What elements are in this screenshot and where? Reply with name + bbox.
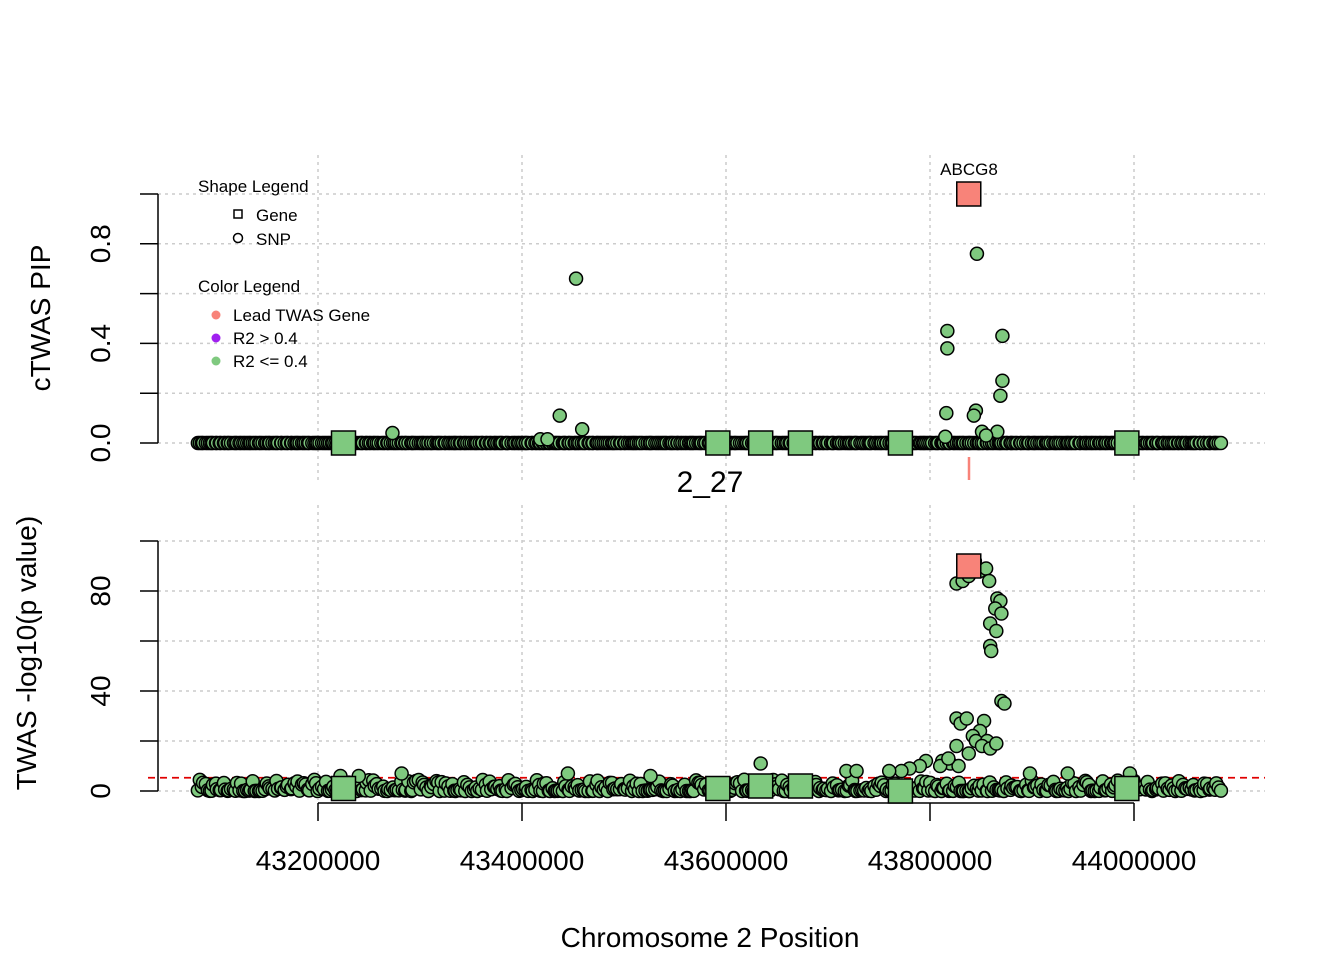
bottom-panel-points	[190, 553, 1229, 799]
gene-marker	[747, 773, 774, 799]
snp-point-highlight	[978, 428, 994, 443]
snp-point-highlight	[981, 573, 997, 589]
bottom-y-tick-label: 80	[85, 575, 116, 606]
shape-legend-title: Shape Legend	[198, 177, 309, 196]
snp-point-highlight	[959, 711, 974, 726]
snp-point-highlight	[1060, 766, 1075, 781]
snp-point-highlight	[939, 405, 954, 421]
snp-point-highlight	[753, 756, 768, 771]
bottom-panel-genes	[330, 553, 1140, 804]
top-y-axis-title: cTWAS PIP	[25, 245, 56, 392]
lead-gene-marker	[956, 181, 982, 207]
top-y-tick-label: 0.0	[85, 424, 116, 463]
gene-marker	[1114, 430, 1140, 456]
gene-marker	[787, 773, 814, 799]
snp-point-highlight	[560, 766, 576, 781]
lead-gene-marker	[956, 553, 982, 579]
bottom-y-axis-title: TWAS -log10(p value)	[11, 516, 42, 790]
snp-point-highlight	[983, 643, 999, 659]
lead-gene-color-swatch	[211, 310, 221, 320]
x-tick-label: 44000000	[1072, 845, 1197, 876]
snp-point-highlight	[940, 323, 955, 339]
legend-gene-label: Gene	[256, 206, 298, 225]
gene-marker	[747, 430, 774, 456]
x-axis-title: Chromosome 2 Position	[561, 922, 860, 953]
legend: Shape Legend Gene SNP Color Legend Lead …	[198, 177, 370, 371]
snp-point-highlight	[995, 328, 1010, 344]
high-r2-color-swatch	[211, 333, 221, 343]
region-label: 2_27	[677, 466, 744, 499]
snp-point-highlight	[849, 763, 864, 779]
snp-point-highlight	[940, 341, 955, 356]
snp-point-highlight	[995, 373, 1010, 388]
snp-point-highlight	[938, 429, 953, 445]
legend-low-r2-label: R2 <= 0.4	[233, 352, 308, 371]
bottom-y-tick-label: 0	[85, 783, 116, 799]
x-tick-label: 43600000	[664, 845, 789, 876]
x-tick-label: 43200000	[256, 845, 381, 876]
x-tick-label: 43800000	[868, 845, 993, 876]
x-axis: 43200000 43400000 43600000 43800000 44000000	[256, 802, 1197, 876]
snp-point	[1213, 435, 1229, 451]
snp-point-highlight	[989, 736, 1004, 751]
snp-point-highlight	[1022, 766, 1038, 781]
snp-point-highlight	[994, 606, 1009, 621]
legend-lead-gene-label: Lead TWAS Gene	[233, 306, 370, 325]
gene-marker	[787, 430, 814, 456]
gene-marker	[887, 430, 914, 456]
snp-point-highlight	[966, 408, 982, 423]
low-r2-color-swatch	[211, 356, 221, 366]
snp-point-highlight	[894, 763, 909, 779]
top-y-tick-label: 0.4	[85, 324, 116, 363]
snp-point-highlight	[993, 388, 1008, 403]
x-tick-label: 43400000	[460, 845, 585, 876]
bottom-y-axis: 0 40 80	[85, 540, 159, 799]
gene-marker	[330, 775, 357, 802]
gene-marker	[705, 775, 731, 802]
snp-point-highlight	[385, 425, 400, 441]
snp-point-highlight	[969, 246, 985, 262]
snp-point-highlight	[949, 738, 964, 754]
gene-marker	[887, 778, 914, 804]
legend-high-r2-label: R2 > 0.4	[233, 329, 298, 348]
gene-marker	[330, 430, 357, 456]
snp-point	[1213, 783, 1229, 798]
color-legend-title: Color Legend	[198, 277, 300, 296]
snp-point-highlight	[881, 763, 897, 779]
lead-gene-annotation: ABCG8	[940, 160, 998, 179]
top-panel-genes	[330, 181, 1140, 456]
snp-point-highlight	[951, 758, 966, 774]
snp-point-highlight	[540, 432, 555, 447]
snp-point-highlight	[989, 623, 1004, 639]
gene-shape-swatch	[233, 209, 243, 219]
snp-point-highlight	[568, 271, 584, 286]
bottom-panel-grid	[158, 505, 1265, 800]
snp-point-highlight	[574, 422, 590, 437]
snp-point-highlight	[643, 768, 658, 784]
snp-point-highlight	[997, 696, 1012, 711]
top-y-tick-label: 0.8	[85, 224, 116, 263]
top-panel-points	[190, 246, 1229, 451]
gene-marker	[1114, 775, 1140, 802]
snp-point-highlight	[941, 751, 956, 766]
legend-snp-label: SNP	[256, 230, 291, 249]
snp-point-highlight	[978, 561, 994, 576]
snp-shape-swatch	[232, 232, 244, 244]
snp-point-highlight	[394, 766, 409, 781]
snp-point-highlight	[552, 408, 567, 423]
top-y-axis: 0.0 0.4 0.8	[85, 193, 159, 463]
bottom-y-tick-label: 40	[85, 675, 116, 706]
gene-marker	[705, 430, 731, 456]
snp-point-highlight	[961, 746, 977, 761]
